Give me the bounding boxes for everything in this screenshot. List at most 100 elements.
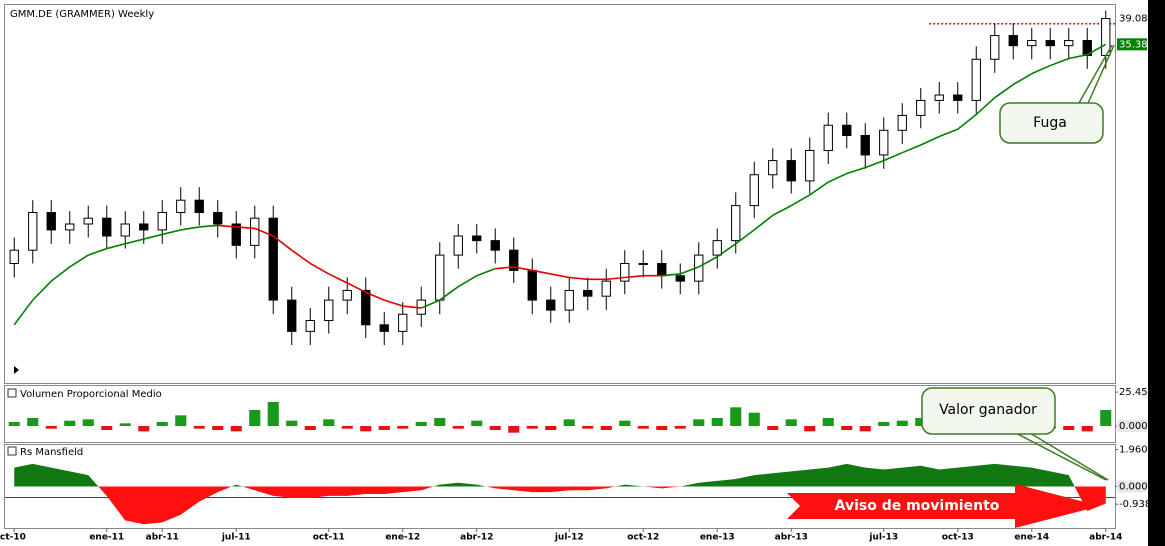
volume-bar [526, 426, 538, 429]
volume-bar [323, 419, 335, 426]
x-tick-label: oct-12 [627, 533, 659, 543]
y-tick-label: 0.0000 [1119, 482, 1154, 493]
x-tick-label: abr-12 [460, 533, 493, 543]
volume-bar [434, 418, 446, 426]
volume-bar [119, 423, 131, 426]
moving-average [1086, 43, 1107, 56]
moving-average [606, 276, 625, 281]
moving-average [476, 267, 496, 277]
volume-bar [489, 426, 501, 430]
candle-body [9, 249, 19, 264]
moving-average [439, 286, 459, 301]
moving-average [698, 256, 718, 268]
x-tick-label: abr-13 [775, 533, 808, 543]
candle-body [953, 94, 963, 101]
callout-pointer [1074, 44, 1113, 111]
x-tick-label: jul-11 [221, 533, 251, 543]
volume-bar [841, 426, 853, 430]
candle-body [601, 280, 611, 297]
panel-title: Volumen Proporcional Medio [20, 389, 162, 400]
moving-average [920, 135, 940, 146]
candle-body [860, 134, 870, 156]
candle-body [1045, 40, 1055, 47]
moving-average [69, 254, 89, 268]
callout-pointer [1024, 429, 1109, 481]
volume-bar [341, 426, 353, 429]
panel-box [7, 388, 17, 398]
volume-bar [378, 426, 390, 430]
x-tick-label: ct-10 [0, 533, 26, 543]
volume-bar [859, 426, 871, 432]
candle-body [102, 217, 112, 237]
moving-average [272, 235, 293, 251]
moving-average [162, 229, 181, 236]
y-tick-label: 0.0000 [1119, 421, 1154, 432]
x-tick-label: ene-14 [1014, 533, 1049, 543]
candle-body [46, 212, 56, 231]
moving-average [975, 97, 996, 116]
candle-body [712, 240, 722, 256]
candle-body [990, 35, 1000, 60]
annotation: Aviso de movimiento [835, 498, 1000, 514]
y-tick-label: 25.4564 [1119, 387, 1160, 398]
volume-bar [804, 426, 816, 432]
rs-area-negative [14, 486, 1106, 525]
candle-body [934, 94, 944, 101]
moving-average [716, 243, 737, 258]
volume-bar [785, 419, 797, 426]
candle-body [564, 289, 574, 311]
moving-average [365, 291, 385, 301]
candle-body [287, 299, 297, 332]
candle-body [139, 223, 149, 231]
volume-bar [452, 426, 464, 429]
moving-average [532, 269, 551, 275]
candle-body [897, 114, 907, 131]
candle-body [324, 299, 334, 322]
candle-body [83, 217, 93, 225]
volume-bar [1081, 426, 1093, 432]
candle-body [842, 124, 852, 136]
volume-bar [156, 422, 168, 426]
moving-average [569, 276, 588, 281]
y-tick-label: -0.9388 [1119, 499, 1158, 510]
candle-body [435, 254, 445, 301]
volume-bar [767, 426, 779, 430]
volume-bar [138, 426, 150, 432]
volume-bar [619, 420, 631, 426]
volume-bar [230, 426, 242, 432]
candle-body [490, 240, 500, 251]
tick-label-bg [1117, 420, 1147, 432]
scroll-marker [14, 366, 19, 374]
candle-body [971, 58, 981, 101]
candle-body [176, 199, 186, 214]
candle-body [1008, 35, 1018, 47]
y-tick-label: 1.9608 [1119, 445, 1154, 456]
moving-average [254, 227, 274, 237]
candle-body [509, 249, 519, 271]
volume-bar [748, 412, 760, 426]
right-strip [1148, 0, 1165, 546]
x-tick-label: jul-12 [554, 533, 584, 543]
volume-bar [82, 419, 94, 426]
moving-average [87, 247, 108, 256]
moving-average [291, 249, 311, 265]
volume-bar [45, 426, 57, 429]
x-tick-label: oct-11 [313, 533, 345, 543]
candle-body [786, 160, 796, 182]
moving-average [735, 229, 755, 245]
annotation: Fuga [1033, 115, 1067, 131]
last-price-label: 39.08 [1119, 14, 1148, 25]
volume-bar [878, 422, 890, 426]
candle-body [546, 299, 556, 311]
moving-average [827, 172, 848, 183]
moving-average [938, 128, 959, 138]
moving-average [106, 243, 126, 250]
x-tick-label: jul-13 [868, 533, 898, 543]
candle-body [823, 124, 833, 151]
candle-body [583, 289, 593, 297]
candle-body [65, 223, 75, 231]
volume-bar [896, 420, 908, 426]
moving-average [50, 266, 71, 282]
volume-bar [27, 418, 39, 426]
